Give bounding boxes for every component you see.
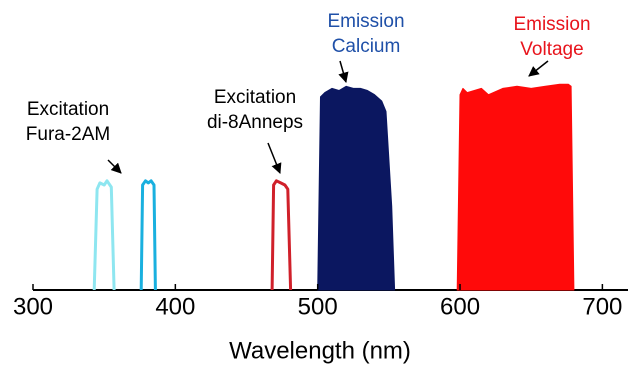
annotation-text: Fura-2AM <box>26 124 110 145</box>
annotation-arrow <box>528 60 549 77</box>
spectrum-line <box>139 179 157 291</box>
x-axis-label: Wavelength (nm) <box>229 337 411 364</box>
annotation-arrow <box>107 159 122 174</box>
spectrum-line <box>92 179 116 291</box>
annotation-text: Voltage <box>520 39 583 60</box>
spectrum-area <box>317 85 396 291</box>
x-tick-label: 500 <box>298 293 338 320</box>
x-tick-label: 300 <box>13 293 53 320</box>
spectrum-line <box>270 179 293 291</box>
annotation-text: di-8Anneps <box>207 112 303 133</box>
annotation-arrow <box>267 142 282 174</box>
annotation-arrow <box>338 60 349 84</box>
x-tick-label: 700 <box>582 293 622 320</box>
annotation-text: Emission <box>327 11 404 32</box>
annotation-text: Excitation <box>214 87 296 108</box>
annotation-text: Emission <box>513 14 590 35</box>
annotation-text: Calcium <box>332 36 401 57</box>
spectrum-area <box>456 83 575 291</box>
x-tick-label: 600 <box>440 293 480 320</box>
x-tick-label: 400 <box>155 293 195 320</box>
annotation-text: Excitation <box>27 99 109 120</box>
